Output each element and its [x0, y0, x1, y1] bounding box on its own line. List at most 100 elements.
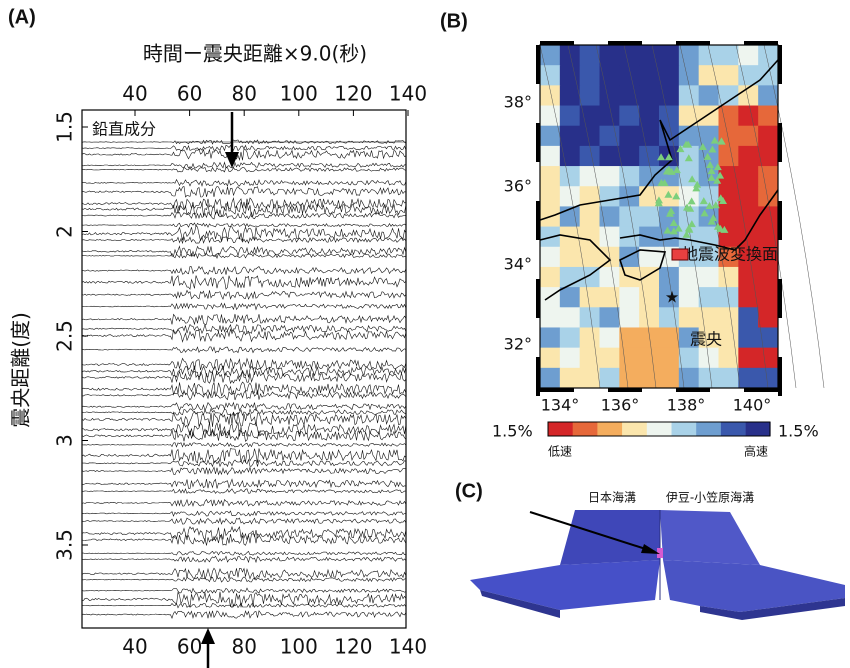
map-cell	[718, 246, 739, 268]
map-cell	[758, 45, 779, 66]
x-tick-label: 140	[389, 635, 427, 659]
trace	[81, 602, 407, 609]
y-tick-label: 3	[53, 434, 77, 447]
station	[707, 173, 716, 181]
map-cell	[619, 307, 640, 328]
station	[692, 184, 701, 192]
station	[713, 176, 722, 184]
station	[674, 224, 683, 232]
station	[706, 161, 715, 169]
map-cell	[758, 307, 779, 328]
coastline	[619, 249, 667, 281]
conversion-label: 地震波変換面	[682, 245, 778, 264]
frame-tick	[778, 279, 782, 318]
colorbar-cell	[745, 422, 771, 436]
trace	[81, 498, 407, 507]
map-cell	[619, 367, 640, 389]
map-cell	[659, 307, 680, 328]
colorbar-cell	[720, 422, 746, 436]
map-cell	[738, 307, 759, 328]
map-cell	[738, 266, 759, 288]
colorbar	[547, 421, 771, 437]
map-cell	[540, 85, 561, 107]
lon-tick-label: 138°	[667, 396, 706, 415]
station	[708, 145, 717, 153]
map-cell	[718, 266, 739, 288]
trace	[81, 289, 407, 300]
map-cell	[758, 186, 779, 207]
map-cell	[639, 367, 660, 389]
frame-tick	[778, 357, 782, 396]
trace	[81, 533, 407, 546]
map-cell	[698, 367, 719, 389]
trace	[81, 328, 407, 343]
map-cell	[619, 327, 640, 349]
annotation: 鉛直成分	[92, 120, 156, 139]
station	[676, 145, 685, 153]
x-tick-label: 80	[231, 635, 256, 659]
map-cell	[659, 327, 680, 349]
x-tick-label: 80	[231, 82, 256, 106]
colorbar-cell	[671, 422, 697, 436]
colorbar-max: 1.5%	[778, 422, 819, 441]
y-axis-title: 震央距離(度)	[9, 312, 33, 428]
colorbar-low: 低速	[548, 445, 572, 459]
trace	[81, 178, 407, 187]
station	[710, 136, 719, 144]
frame-tick	[778, 45, 782, 84]
map-cell	[579, 327, 600, 349]
coastline	[619, 189, 779, 251]
colorbar-cell	[622, 422, 648, 436]
map-cell	[758, 246, 779, 268]
map-cell	[559, 287, 581, 308]
station	[664, 190, 673, 198]
map-cell	[639, 287, 660, 308]
station	[686, 204, 695, 212]
map-cell	[738, 125, 759, 147]
map-cell	[698, 266, 719, 288]
station	[666, 209, 675, 217]
trace	[81, 458, 407, 468]
map-cell	[639, 65, 660, 86]
station	[663, 226, 672, 234]
arrow	[225, 112, 239, 168]
map-cell	[698, 85, 719, 107]
lat-tick-label: 34°	[504, 255, 532, 274]
map-cell	[599, 327, 620, 349]
trace	[81, 442, 407, 448]
contour	[763, 44, 825, 389]
frame-tick	[536, 201, 540, 240]
station	[684, 154, 693, 162]
station	[657, 153, 666, 161]
map-cell	[659, 367, 680, 389]
map-cell	[579, 65, 600, 86]
station	[707, 217, 716, 225]
map-cell	[619, 206, 640, 228]
map-cell	[678, 327, 700, 349]
trace	[81, 148, 407, 161]
trace	[81, 222, 407, 228]
map-cell	[599, 145, 620, 167]
map-cell	[599, 226, 620, 248]
map-cell	[579, 85, 600, 107]
map-cell	[738, 367, 759, 389]
map-cell	[559, 347, 581, 369]
map-cell	[540, 327, 561, 349]
trace	[81, 346, 407, 354]
map-cell	[619, 347, 640, 369]
map-cell	[678, 65, 700, 86]
colorbar-min: 1.5%	[492, 422, 533, 441]
map-cell	[579, 145, 600, 167]
colorbar-frame	[547, 421, 771, 437]
map-cell	[540, 186, 561, 207]
station	[664, 153, 673, 161]
x-tick-label: 40	[122, 82, 147, 106]
map-cell	[559, 327, 581, 349]
trace	[81, 381, 407, 397]
station	[664, 165, 673, 173]
map-cell	[599, 367, 620, 389]
map-cell	[718, 327, 739, 349]
map-cell	[599, 307, 620, 328]
map-cell	[758, 105, 779, 127]
panel-label: (A)	[8, 6, 36, 28]
